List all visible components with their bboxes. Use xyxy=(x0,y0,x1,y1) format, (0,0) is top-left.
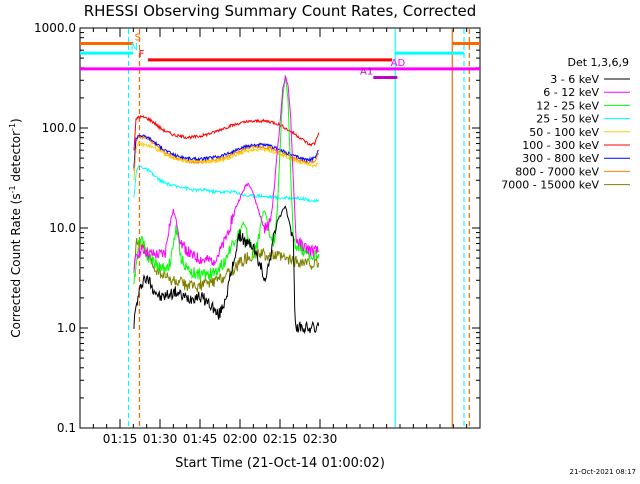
legend-label: 3 - 6 keV xyxy=(550,73,599,86)
legend-title: Det 1,3,6,9 xyxy=(567,56,629,69)
plot-layer: 0.1 1.0 10.0 100.0 1000.0 01:15 01:30 01:45 02:0… xyxy=(34,21,481,446)
x-tick-label: 02:00 xyxy=(223,432,258,446)
flag-label: AD xyxy=(391,58,406,69)
x-tick-label: 02:15 xyxy=(263,432,298,446)
chart-title: RHESSI Observing Summary Count Rates, Co… xyxy=(84,2,477,20)
x-tick-label: 01:45 xyxy=(183,432,218,446)
y-axis-label: Corrected Count Rate (s-1 detector-1) xyxy=(8,118,23,337)
flag-label: S xyxy=(135,32,141,43)
y-tick-label: 0.1 xyxy=(57,421,76,435)
series-line xyxy=(133,237,320,293)
y-tick-label: 1.0 xyxy=(57,321,76,335)
series-line xyxy=(133,134,320,172)
x-axis-label: Start Time (21-Oct-14 01:00:02) xyxy=(175,456,385,471)
footer-timestamp: 21-Oct-2021 08:17 xyxy=(570,468,636,476)
flag-label: A1 xyxy=(360,66,373,77)
legend-label: 300 - 800 keV xyxy=(522,152,599,165)
series-line xyxy=(133,75,320,285)
legend-label: 25 - 50 keV xyxy=(536,113,599,126)
legend-label: 800 - 7000 keV xyxy=(515,165,599,178)
series-line xyxy=(133,205,320,335)
y-tick-label: 10.0 xyxy=(49,221,76,235)
series-line xyxy=(133,164,320,204)
flag-label: N xyxy=(131,42,138,53)
y-tick-label: 1000.0 xyxy=(34,21,76,35)
flag-label: F xyxy=(139,49,145,60)
legend-label: 7000 - 15000 keV xyxy=(501,179,599,192)
legend-label: 50 - 100 keV xyxy=(529,126,599,139)
series-line xyxy=(133,134,319,169)
legend-label: 12 - 25 keV xyxy=(536,99,599,112)
series-line xyxy=(133,114,320,151)
series-line xyxy=(133,140,319,181)
legend-label: 100 - 300 keV xyxy=(522,139,599,152)
series-line xyxy=(133,75,319,273)
y-tick-label: 100.0 xyxy=(42,121,76,135)
x-tick-label: 01:15 xyxy=(103,432,138,446)
legend-label: 6 - 12 keV xyxy=(543,86,599,99)
x-tick-label: 01:30 xyxy=(143,432,178,446)
x-tick-label: 02:30 xyxy=(303,432,338,446)
